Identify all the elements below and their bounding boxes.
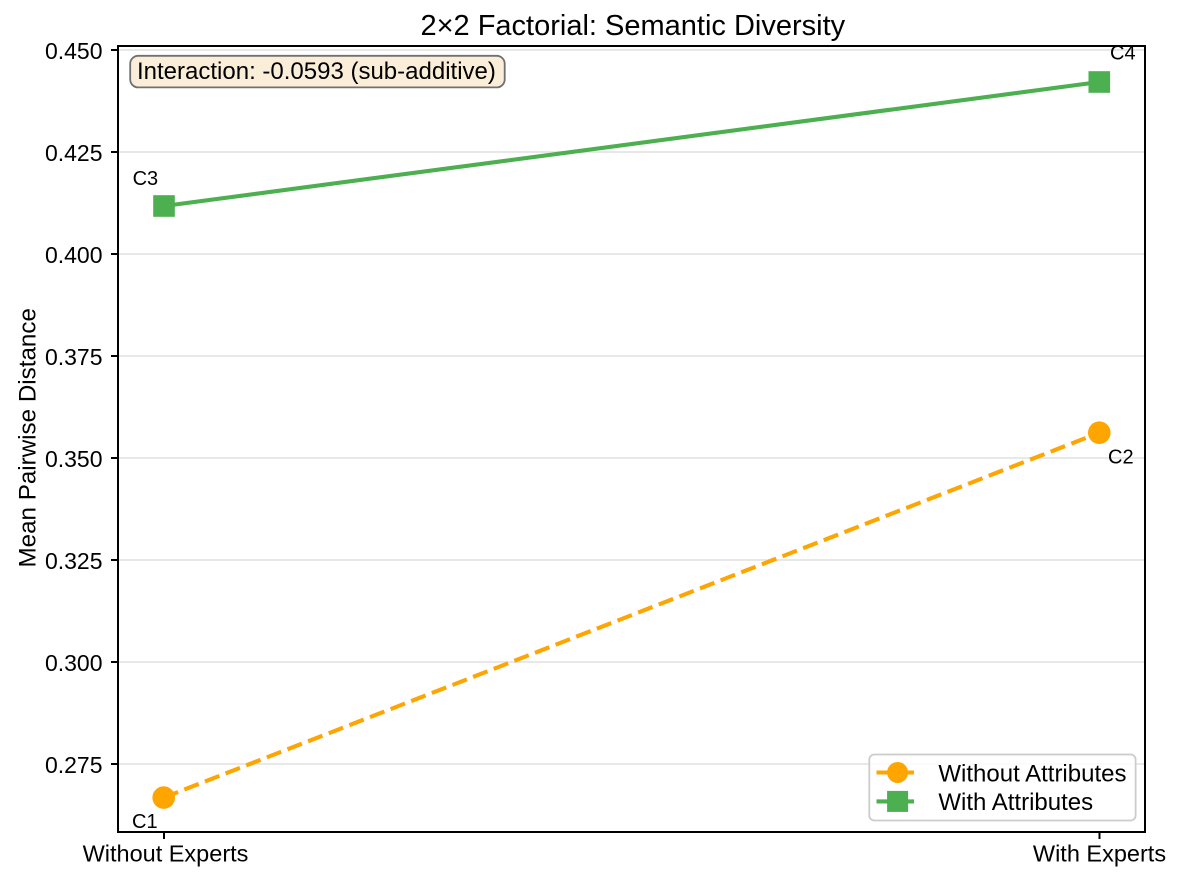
svg-text:Mean Pairwise Distance: Mean Pairwise Distance (14, 308, 41, 567)
svg-text:0.450: 0.450 (45, 38, 103, 64)
svg-text:C2: C2 (1108, 447, 1134, 469)
svg-text:0.400: 0.400 (45, 242, 103, 268)
svg-text:With Experts: With Experts (1033, 841, 1166, 867)
svg-text:C3: C3 (133, 168, 159, 190)
svg-text:C4: C4 (1110, 43, 1136, 65)
svg-text:With Attributes: With Attributes (938, 789, 1093, 816)
svg-text:2×2 Factorial: Semantic Divers: 2×2 Factorial: Semantic Diversity (420, 10, 845, 42)
svg-text:0.375: 0.375 (45, 344, 103, 370)
svg-text:Interaction: -0.0593 (sub-addi: Interaction: -0.0593 (sub-additive) (137, 58, 496, 85)
svg-text:Without Attributes: Without Attributes (938, 760, 1126, 787)
svg-text:0.325: 0.325 (45, 548, 103, 574)
svg-text:0.350: 0.350 (45, 446, 103, 472)
svg-text:C1: C1 (132, 811, 158, 833)
svg-text:0.300: 0.300 (45, 650, 103, 676)
svg-text:0.425: 0.425 (45, 140, 103, 166)
svg-text:Without Experts: Without Experts (83, 841, 249, 867)
svg-text:0.275: 0.275 (45, 752, 103, 778)
